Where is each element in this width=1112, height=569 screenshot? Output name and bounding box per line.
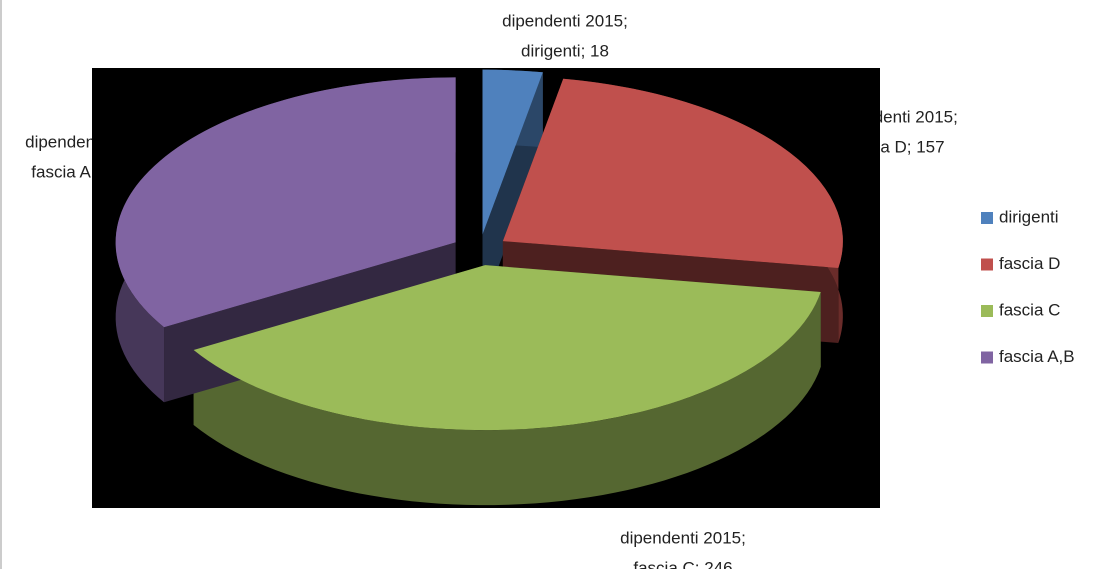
legend-swatch [981, 305, 993, 317]
slice [193, 265, 821, 431]
slice [482, 69, 543, 235]
data-label: dirigenti; 18 [521, 41, 609, 60]
legend-swatch [981, 212, 993, 224]
slice [115, 77, 456, 328]
legend-label: fascia A,B [999, 347, 1075, 366]
legend-label: dirigenti [999, 207, 1059, 226]
data-label: dipendenti 2015; [502, 11, 628, 30]
legend-label: fascia D [999, 254, 1060, 273]
legend-label: fascia C [999, 300, 1060, 319]
data-label: fascia C; 246 [633, 558, 732, 569]
legend-swatch [981, 258, 993, 271]
slice [502, 78, 843, 268]
slice-side [193, 291, 821, 506]
legend-swatch [981, 351, 993, 364]
data-label: dipendenti 2015; [620, 528, 746, 547]
